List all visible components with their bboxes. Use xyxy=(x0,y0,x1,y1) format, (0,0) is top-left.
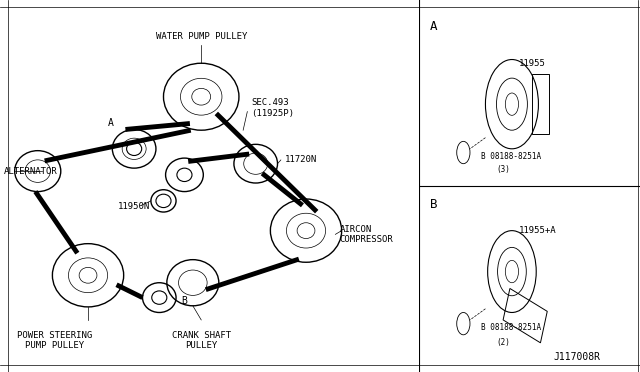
Text: CRANK SHAFT
PULLEY: CRANK SHAFT PULLEY xyxy=(172,331,231,350)
Text: (3): (3) xyxy=(497,165,510,174)
Text: AIRCON
COMPRESSOR: AIRCON COMPRESSOR xyxy=(340,225,394,244)
Text: B 08188-8251A: B 08188-8251A xyxy=(481,323,541,332)
Text: ALTERNATOR: ALTERNATOR xyxy=(4,167,58,176)
Text: B: B xyxy=(182,296,188,306)
Text: 11720N: 11720N xyxy=(285,155,317,164)
Bar xyxy=(503,288,547,343)
Text: POWER STEERING
PUMP PULLEY: POWER STEERING PUMP PULLEY xyxy=(17,331,92,350)
Text: 11955+A: 11955+A xyxy=(518,226,556,235)
Text: 11955: 11955 xyxy=(518,59,545,68)
Text: A: A xyxy=(108,118,114,128)
Text: J117008R: J117008R xyxy=(553,352,600,362)
Text: A: A xyxy=(430,20,438,32)
Text: WATER PUMP PULLEY: WATER PUMP PULLEY xyxy=(156,32,247,41)
Text: 11950N: 11950N xyxy=(117,202,150,211)
Text: SEC.493
(11925P): SEC.493 (11925P) xyxy=(252,98,294,118)
Text: B: B xyxy=(430,198,438,211)
Bar xyxy=(532,74,550,134)
Text: B 08188-8251A: B 08188-8251A xyxy=(481,152,541,161)
Text: (2): (2) xyxy=(497,338,510,347)
